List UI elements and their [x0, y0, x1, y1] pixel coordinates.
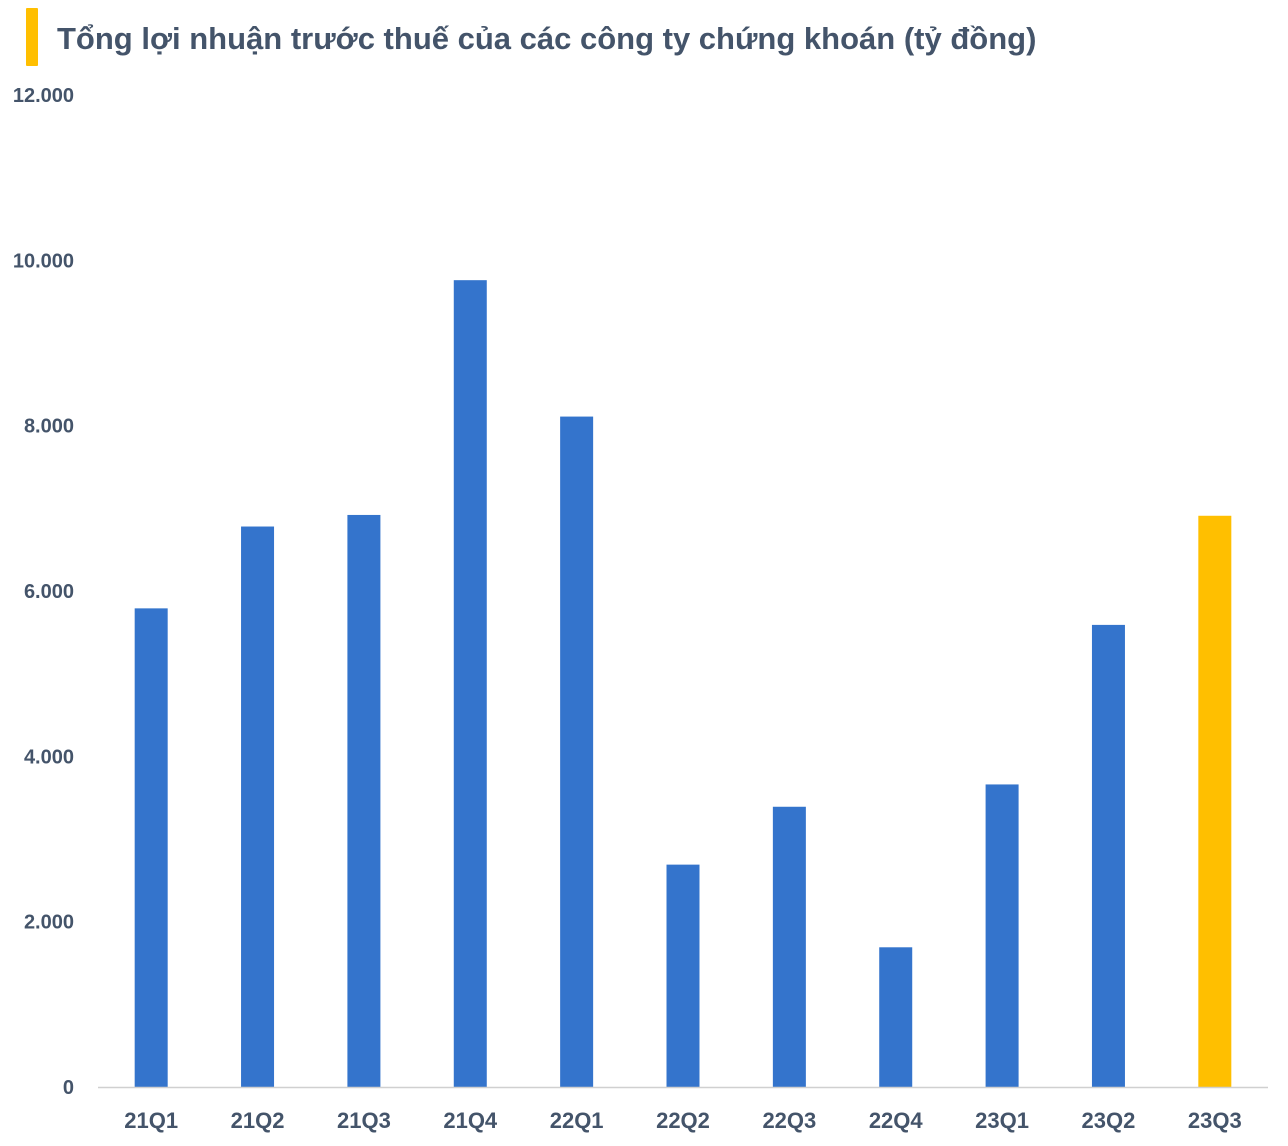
- y-tick-label: 8.000: [24, 416, 74, 438]
- x-tick-label: 21Q2: [231, 1108, 285, 1133]
- bar-22q4: [879, 947, 913, 1087]
- y-tick-label: 0: [63, 1077, 74, 1099]
- bars-group: [134, 280, 1232, 1087]
- chart-title: Tổng lợi nhuận trước thuế của các công t…: [57, 21, 1037, 56]
- x-tick-label: 22Q1: [550, 1108, 604, 1133]
- y-tick-label: 2.000: [24, 912, 74, 934]
- y-axis-ticks: 0 2.000 4.000 6.000 8.000 10.000 12.000: [13, 85, 74, 1099]
- bar-22q3: [772, 806, 806, 1087]
- y-tick-label: 10.000: [13, 250, 74, 272]
- bar-21q4: [453, 280, 487, 1087]
- bar-21q1: [134, 608, 168, 1087]
- x-tick-label: 22Q2: [656, 1108, 710, 1133]
- x-tick-label: 23Q3: [1188, 1108, 1242, 1133]
- x-tick-label: 21Q4: [443, 1108, 498, 1133]
- y-tick-label: 4.000: [24, 746, 74, 768]
- bar-22q1: [560, 416, 594, 1087]
- bar-23q2: [1091, 624, 1125, 1087]
- bar-22q2: [666, 864, 700, 1087]
- x-axis-labels: 21Q1 21Q2 21Q3 21Q4 22Q1 22Q2 22Q3 22Q4 23Q1 23Q2…: [124, 1108, 1241, 1133]
- bar-21q2: [241, 526, 275, 1087]
- title-accent-bar: [26, 8, 38, 66]
- x-tick-label: 21Q1: [124, 1108, 178, 1133]
- x-tick-label: 23Q1: [975, 1108, 1029, 1133]
- bar-23q1: [985, 784, 1019, 1087]
- x-tick-label: 23Q2: [1082, 1108, 1136, 1133]
- y-tick-label: 12.000: [13, 85, 74, 107]
- x-tick-label: 22Q4: [869, 1108, 924, 1133]
- x-tick-label: 21Q3: [337, 1108, 391, 1133]
- bar-23q3: [1198, 515, 1232, 1087]
- x-tick-label: 22Q3: [762, 1108, 816, 1133]
- bar-21q3: [347, 514, 381, 1087]
- y-tick-label: 6.000: [24, 581, 74, 603]
